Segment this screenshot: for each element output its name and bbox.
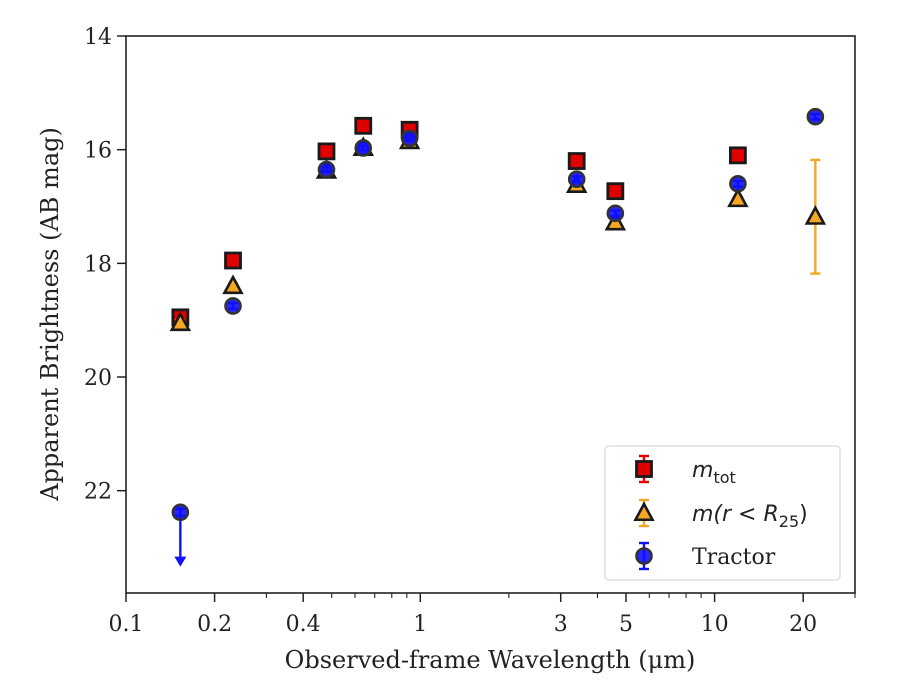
y-axis-label: Apparent Brightness (AB mag) <box>36 127 64 502</box>
legend-marker <box>635 547 653 565</box>
upper-limit-arrowhead <box>174 556 187 567</box>
legend-label-sub: 25 <box>779 512 799 531</box>
data-point <box>806 107 825 126</box>
data-point <box>317 160 336 179</box>
legend-label-main: m <box>692 458 713 483</box>
x-tick-label: 0.1 <box>109 612 144 637</box>
legend-entry-mtot: mtot <box>635 454 736 487</box>
data-point <box>400 129 419 148</box>
data-series <box>169 107 827 567</box>
data-point <box>224 251 242 270</box>
legend-entry-mr25: m(r < R25) <box>633 498 808 531</box>
x-tick-label: 0.2 <box>197 612 232 637</box>
axis-ticks: 0.1 0.2 0.4 1 3 5 10 20 14 16 18 20 22 <box>84 25 856 637</box>
y-tick-label: 14 <box>84 25 112 50</box>
data-point <box>727 187 749 208</box>
data-point <box>224 297 242 315</box>
x-tick-label: 10 <box>701 612 729 637</box>
legend-label-sub: tot <box>713 468 735 487</box>
data-point <box>728 146 747 165</box>
legend-box <box>604 445 841 581</box>
legend-label: Tractor <box>692 545 776 570</box>
data-point <box>354 116 373 135</box>
plot-frame <box>125 35 856 594</box>
x-tick-label: 5 <box>619 612 633 637</box>
x-tick-label: 3 <box>554 612 568 637</box>
x-tick-label: 20 <box>789 612 817 637</box>
legend-label-rest: ) <box>799 502 808 527</box>
data-point <box>804 205 827 225</box>
x-tick-label: 0.4 <box>286 612 321 637</box>
data-point <box>606 182 625 201</box>
data-point <box>317 142 336 161</box>
y-tick-label: 18 <box>84 252 112 277</box>
series-tractor <box>171 107 825 567</box>
x-tick-label: 1 <box>413 612 427 637</box>
legend-label: m(r < R25) <box>692 502 808 531</box>
legend-label-main: m(r < R <box>692 502 779 527</box>
series-mr25 <box>169 129 827 332</box>
legend-entry-tractor: Tractor <box>635 541 776 571</box>
legend: mtot m(r < R25) Tractor <box>604 445 841 581</box>
data-point <box>606 204 625 223</box>
legend-label-main: Tractor <box>692 545 776 570</box>
data-point <box>171 503 190 522</box>
data-point <box>222 274 244 295</box>
series-mtot <box>171 116 747 327</box>
y-tick-label: 20 <box>84 366 112 391</box>
data-point <box>354 139 373 157</box>
data-point <box>169 311 192 332</box>
legend-label: mtot <box>692 458 736 487</box>
x-axis-label: Observed-frame Wavelength (μm) <box>285 646 696 674</box>
y-tick-label: 16 <box>84 139 112 164</box>
data-point <box>729 174 747 193</box>
data-point <box>567 170 586 189</box>
y-tick-label: 22 <box>84 480 112 505</box>
data-point <box>567 152 586 170</box>
legend-marker <box>633 501 655 522</box>
legend-marker <box>635 460 653 478</box>
